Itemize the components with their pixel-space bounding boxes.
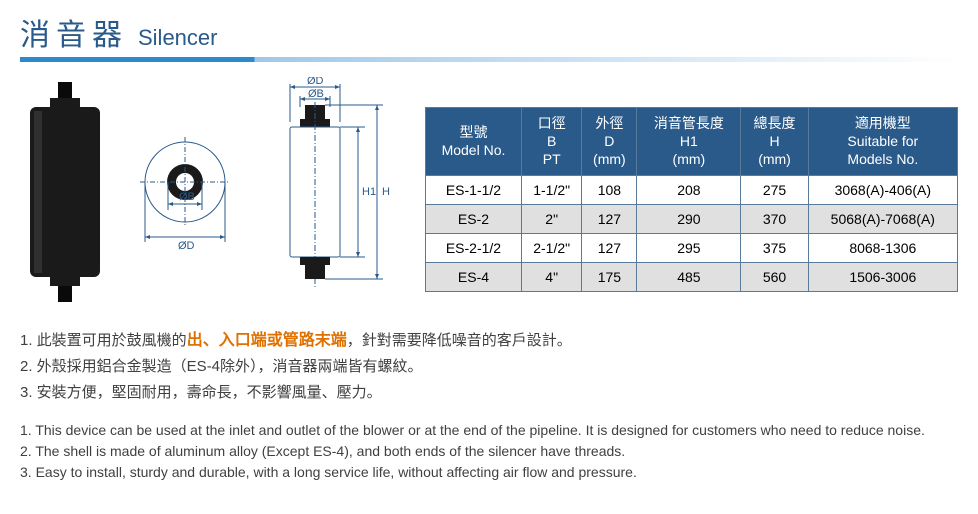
th-sub: H1	[680, 133, 698, 149]
col-h1: 消音管長度 H1 (mm)	[637, 108, 741, 176]
cell-h1: 290	[637, 204, 741, 233]
label-od-top: ØD	[307, 77, 324, 87]
note-text: ，針對需要降低噪音的客戶設計。	[347, 332, 572, 349]
col-model: 型號 Model No.	[426, 108, 522, 176]
silencer-photo	[20, 77, 110, 307]
cell-h1: 295	[637, 233, 741, 262]
cell-d: 175	[582, 262, 637, 291]
cell-b: 2-1/2"	[521, 233, 581, 262]
th-sub: B	[547, 133, 556, 149]
header: 消音器 Silencer	[0, 0, 978, 62]
label-ob-front: ØB	[179, 191, 195, 203]
cell-d: 108	[582, 175, 637, 204]
cell-h1: 208	[637, 175, 741, 204]
th-zh: 型號	[459, 124, 487, 140]
cell-b: 2"	[521, 204, 581, 233]
note-zh-1: 1. 此裝置可用於鼓風機的出、入口端或管路末端，針對需要降低噪音的客戶設計。	[20, 327, 958, 354]
cell-h: 375	[741, 233, 808, 262]
notes-zh: 1. 此裝置可用於鼓風機的出、入口端或管路末端，針對需要降低噪音的客戶設計。 2…	[0, 312, 978, 405]
label-h: H	[382, 186, 390, 198]
table-row: ES-2-1/22-1/2"1272953758068-1306	[426, 233, 958, 262]
th-zh: 外徑	[595, 115, 623, 131]
cell-h1: 485	[637, 262, 741, 291]
cell-d: 127	[582, 233, 637, 262]
col-h: 總長度 H (mm)	[741, 108, 808, 176]
note-zh-3: 3. 安裝方便，堅固耐用，壽命長，不影響風量、壓力。	[20, 380, 958, 406]
table-header-row: 型號 Model No. 口徑 B PT 外徑 D (mm) 消音管長度	[426, 108, 958, 176]
label-od-front: ØD	[178, 240, 195, 252]
th-en: Model No.	[442, 142, 506, 158]
side-view-drawing: ØD ØB H1 H	[255, 77, 405, 307]
product-photo	[20, 77, 110, 312]
th-unit: PT	[543, 151, 561, 167]
cell-d: 127	[582, 204, 637, 233]
cell-model: ES-1-1/2	[426, 175, 522, 204]
cell-suit: 3068(A)-406(A)	[808, 175, 957, 204]
th-sub: H	[769, 133, 779, 149]
th-zh: 總長度	[754, 115, 796, 131]
spec-table: 型號 Model No. 口徑 B PT 外徑 D (mm) 消音管長度	[425, 107, 958, 292]
table-row: ES-1-1/21-1/2"1082082753068(A)-406(A)	[426, 175, 958, 204]
cell-model: ES-2	[426, 204, 522, 233]
cell-suit: 8068-1306	[808, 233, 957, 262]
table-body: ES-1-1/21-1/2"1082082753068(A)-406(A)ES-…	[426, 175, 958, 291]
table-row: ES-44"1754855601506-3006	[426, 262, 958, 291]
title-en: Silencer	[138, 25, 217, 51]
cell-suit: 1506-3006	[808, 262, 957, 291]
title-underline	[20, 57, 958, 62]
th-zh: 口徑	[538, 115, 566, 131]
th-unit: (mm)	[593, 151, 626, 167]
note-en-1: 1. This device can be used at the inlet …	[20, 420, 958, 441]
th-zh: 消音管長度	[654, 115, 724, 131]
main-row: ØB ØD ØD ØB	[0, 77, 978, 312]
title-row: 消音器 Silencer	[20, 10, 958, 54]
note-text: 1. 此裝置可用於鼓風機的	[20, 332, 187, 349]
th-en: Suitable for	[847, 133, 918, 149]
th-en2: Models No.	[847, 151, 918, 167]
spec-table-wrapper: 型號 Model No. 口徑 B PT 外徑 D (mm) 消音管長度	[425, 77, 958, 292]
th-zh: 適用機型	[855, 115, 911, 131]
cell-h: 370	[741, 204, 808, 233]
th-unit: (mm)	[673, 151, 706, 167]
cell-h: 560	[741, 262, 808, 291]
title-zh: 消音器	[20, 10, 128, 54]
col-d: 外徑 D (mm)	[582, 108, 637, 176]
notes-en: 1. This device can be used at the inlet …	[0, 405, 978, 483]
cell-suit: 5068(A)-7068(A)	[808, 204, 957, 233]
note-en-2: 2. The shell is made of aluminum alloy (…	[20, 441, 958, 462]
cell-h: 275	[741, 175, 808, 204]
col-suit: 適用機型 Suitable for Models No.	[808, 108, 957, 176]
th-unit: (mm)	[758, 151, 791, 167]
label-h1: H1	[362, 186, 376, 198]
note-en-3: 3. Easy to install, sturdy and durable, …	[20, 462, 958, 483]
label-ob-top: ØB	[308, 88, 324, 100]
cell-b: 4"	[521, 262, 581, 291]
cell-b: 1-1/2"	[521, 175, 581, 204]
technical-drawings: ØB ØD ØD ØB	[130, 77, 405, 307]
cell-model: ES-2-1/2	[426, 233, 522, 262]
note-highlight: 出、入口端或管路末端	[187, 332, 347, 349]
front-view-drawing: ØB ØD	[130, 122, 240, 262]
table-row: ES-22"1272903705068(A)-7068(A)	[426, 204, 958, 233]
cell-model: ES-4	[426, 262, 522, 291]
th-sub: D	[604, 133, 614, 149]
col-b: 口徑 B PT	[521, 108, 581, 176]
note-zh-2: 2. 外殼採用鋁合金製造（ES-4除外），消音器兩端皆有螺紋。	[20, 354, 958, 380]
